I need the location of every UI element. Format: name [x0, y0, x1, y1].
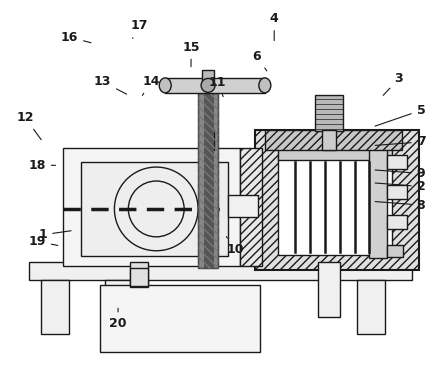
- Bar: [265, 130, 402, 150]
- Bar: [29, 262, 412, 280]
- Bar: [131, 268, 148, 286]
- Bar: [204, 93, 214, 268]
- Bar: [198, 93, 218, 268]
- Bar: [387, 215, 407, 229]
- Text: 19: 19: [28, 235, 58, 248]
- Bar: [387, 185, 407, 199]
- Text: 3: 3: [383, 72, 403, 95]
- Text: 8: 8: [375, 198, 425, 211]
- Bar: [321, 130, 336, 150]
- Bar: [131, 262, 148, 286]
- Text: 11: 11: [209, 76, 226, 97]
- Text: 15: 15: [182, 41, 200, 67]
- Text: 6: 6: [252, 50, 267, 71]
- Bar: [255, 130, 419, 270]
- Text: 4: 4: [270, 12, 278, 41]
- Circle shape: [201, 78, 215, 93]
- Text: 5: 5: [375, 104, 425, 126]
- Ellipse shape: [259, 78, 271, 93]
- Bar: [105, 280, 133, 335]
- Text: 14: 14: [143, 75, 160, 95]
- Text: 2: 2: [375, 180, 425, 193]
- Text: 1: 1: [39, 228, 71, 241]
- Bar: [317, 262, 340, 317]
- Bar: [387, 155, 407, 169]
- Bar: [41, 280, 68, 335]
- Text: 7: 7: [375, 135, 425, 148]
- Bar: [206, 130, 214, 150]
- Bar: [315, 95, 343, 131]
- Text: 16: 16: [61, 31, 91, 44]
- Text: 18: 18: [28, 159, 56, 172]
- Bar: [357, 280, 385, 335]
- Bar: [63, 148, 240, 266]
- Text: 17: 17: [130, 19, 147, 38]
- Bar: [202, 70, 214, 84]
- Text: 12: 12: [16, 111, 41, 140]
- Bar: [369, 148, 387, 258]
- Text: 10: 10: [226, 236, 244, 256]
- Bar: [228, 195, 258, 217]
- Bar: [80, 162, 228, 256]
- Text: 20: 20: [109, 308, 127, 330]
- Bar: [165, 78, 265, 93]
- Bar: [198, 93, 218, 268]
- Bar: [387, 245, 403, 257]
- Ellipse shape: [159, 78, 171, 93]
- Bar: [240, 148, 262, 266]
- Bar: [100, 285, 260, 352]
- Text: 13: 13: [94, 75, 127, 94]
- Bar: [278, 155, 392, 255]
- Bar: [278, 148, 392, 160]
- Text: 9: 9: [375, 167, 425, 180]
